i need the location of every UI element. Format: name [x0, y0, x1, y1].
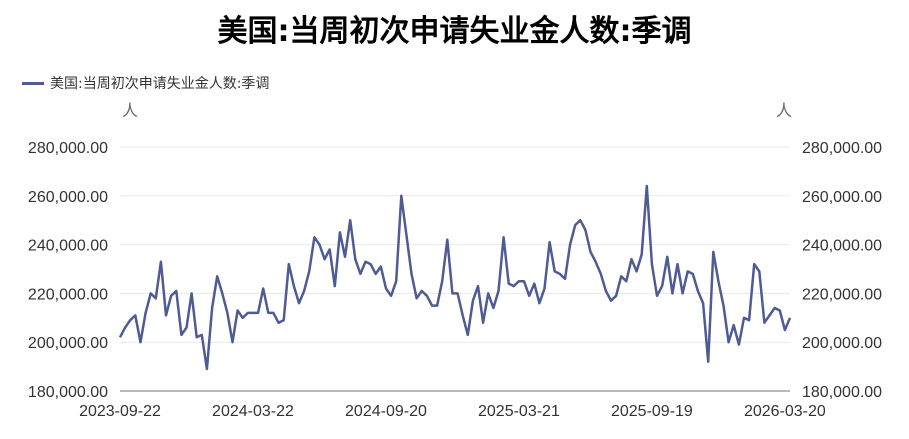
y-tick-label-right: 180,000.00: [802, 384, 882, 401]
x-tick-label: 2025-09-19: [611, 403, 693, 420]
y-axis-unit-left: 人: [122, 101, 138, 120]
y-tick-label-left: 240,000.00: [28, 238, 108, 255]
y-axis-right: 180,000.00 200,000.00 220,000.00 240,000.00…: [802, 140, 882, 401]
y-tick-label-right: 240,000.00: [802, 238, 882, 255]
y-tick-label-left: 260,000.00: [28, 189, 108, 206]
y-axis-unit-right: 人: [776, 101, 792, 120]
y-tick-label-right: 280,000.00: [802, 140, 882, 157]
y-tick-label-right: 200,000.00: [802, 335, 882, 352]
x-tick-label: 2024-09-20: [345, 403, 427, 420]
y-tick-label-left: 220,000.00: [28, 286, 108, 303]
y-axis-left: 180,000.00 200,000.00 220,000.00 240,000.00…: [28, 140, 108, 401]
y-tick-label-left: 280,000.00: [28, 140, 108, 157]
x-tick-label: 2025-03-21: [478, 403, 560, 420]
x-tick-label: 2023-09-22: [79, 403, 161, 420]
legend-label: 美国:当周初次申请失业金人数:季调: [50, 76, 270, 92]
series-line[interactable]: [118, 184, 792, 371]
chart-title: 美国:当周初次申请失业金人数:季调: [217, 14, 692, 49]
y-tick-label-left: 200,000.00: [28, 335, 108, 352]
x-tick-label: 2024-03-22: [212, 403, 294, 420]
y-tick-label-right: 260,000.00: [802, 189, 882, 206]
x-tick-label: 2026-03-20: [744, 403, 826, 420]
gridlines: [120, 146, 790, 343]
y-tick-label-left: 180,000.00: [28, 384, 108, 401]
y-tick-label-right: 220,000.00: [802, 286, 882, 303]
legend-swatch: [22, 81, 44, 85]
legend[interactable]: 美国:当周初次申请失业金人数:季调: [22, 72, 269, 94]
x-axis: 2023-09-22 2024-03-22 2024-09-20 2025-03-21…: [79, 403, 826, 420]
